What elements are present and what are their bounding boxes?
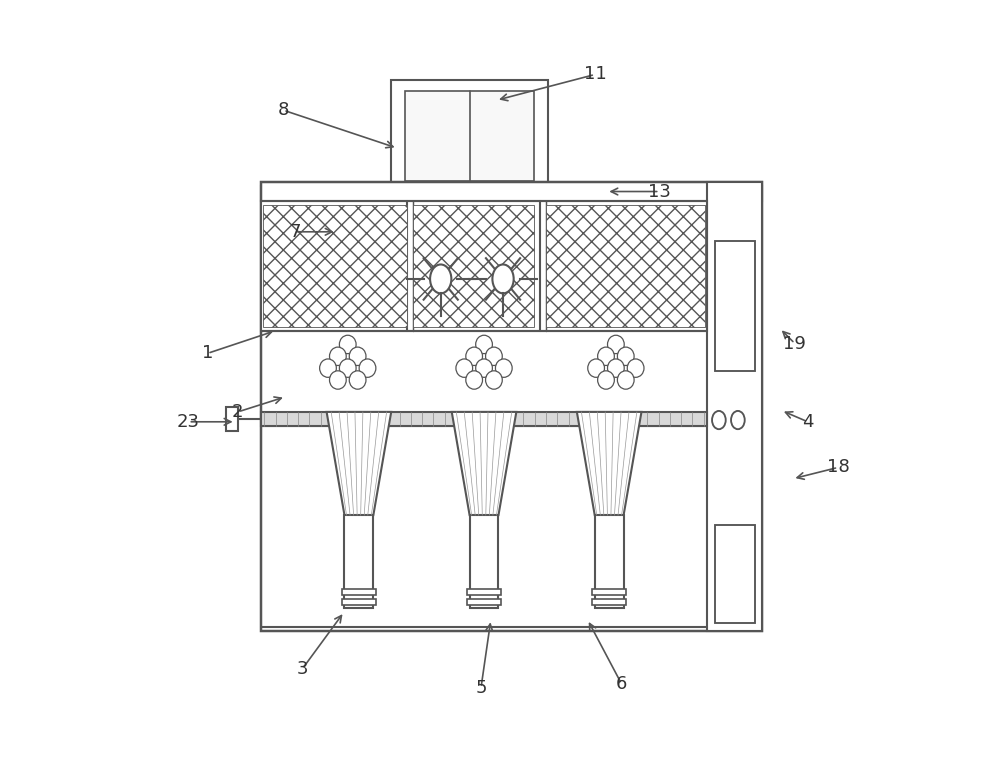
Ellipse shape xyxy=(339,335,356,353)
Polygon shape xyxy=(577,412,641,515)
Bar xyxy=(261,186,762,201)
Ellipse shape xyxy=(330,347,346,366)
Ellipse shape xyxy=(486,347,502,366)
Ellipse shape xyxy=(608,359,624,378)
Bar xyxy=(261,412,707,426)
Ellipse shape xyxy=(712,411,726,429)
Bar xyxy=(595,515,624,608)
Text: 19: 19 xyxy=(783,334,806,353)
Ellipse shape xyxy=(617,371,634,389)
Bar xyxy=(546,205,705,327)
Bar xyxy=(470,515,498,608)
Bar xyxy=(263,205,407,327)
Ellipse shape xyxy=(320,359,336,378)
Text: 13: 13 xyxy=(648,182,671,201)
Ellipse shape xyxy=(476,359,492,378)
Bar xyxy=(467,589,501,595)
Text: 2: 2 xyxy=(232,403,244,421)
Bar xyxy=(261,201,707,209)
Ellipse shape xyxy=(598,347,614,366)
Ellipse shape xyxy=(466,347,483,366)
Polygon shape xyxy=(452,412,516,515)
Bar xyxy=(715,524,755,623)
Ellipse shape xyxy=(430,264,451,293)
Ellipse shape xyxy=(495,359,512,378)
Bar xyxy=(715,241,755,371)
Bar xyxy=(413,205,534,327)
Ellipse shape xyxy=(349,371,366,389)
Ellipse shape xyxy=(608,335,624,353)
Text: 7: 7 xyxy=(289,223,301,241)
Ellipse shape xyxy=(339,359,356,378)
Ellipse shape xyxy=(330,371,346,389)
Text: 3: 3 xyxy=(297,660,308,678)
Text: 8: 8 xyxy=(278,101,289,119)
Ellipse shape xyxy=(456,359,473,378)
Bar xyxy=(226,407,238,431)
Polygon shape xyxy=(327,412,391,515)
Bar xyxy=(467,599,501,605)
Ellipse shape xyxy=(476,335,492,353)
Bar xyxy=(342,589,376,595)
Bar xyxy=(405,91,534,181)
Text: 18: 18 xyxy=(827,458,850,477)
Bar xyxy=(342,599,376,605)
Ellipse shape xyxy=(486,371,502,389)
Text: 23: 23 xyxy=(177,413,200,431)
Bar xyxy=(391,80,548,194)
Bar xyxy=(344,515,373,608)
Ellipse shape xyxy=(588,359,604,378)
Ellipse shape xyxy=(617,347,634,366)
Text: 11: 11 xyxy=(584,65,606,84)
Bar xyxy=(592,589,626,595)
Text: 1: 1 xyxy=(202,344,213,363)
Text: 6: 6 xyxy=(616,675,627,693)
Bar xyxy=(707,182,762,631)
Ellipse shape xyxy=(359,359,376,378)
Ellipse shape xyxy=(349,347,366,366)
Ellipse shape xyxy=(492,264,514,293)
Ellipse shape xyxy=(466,371,483,389)
Ellipse shape xyxy=(731,411,745,429)
Bar xyxy=(592,599,626,605)
Bar xyxy=(261,182,762,631)
Ellipse shape xyxy=(627,359,644,378)
Text: 5: 5 xyxy=(475,679,487,697)
Text: 4: 4 xyxy=(802,413,814,431)
Ellipse shape xyxy=(598,371,614,389)
Bar xyxy=(261,201,707,331)
